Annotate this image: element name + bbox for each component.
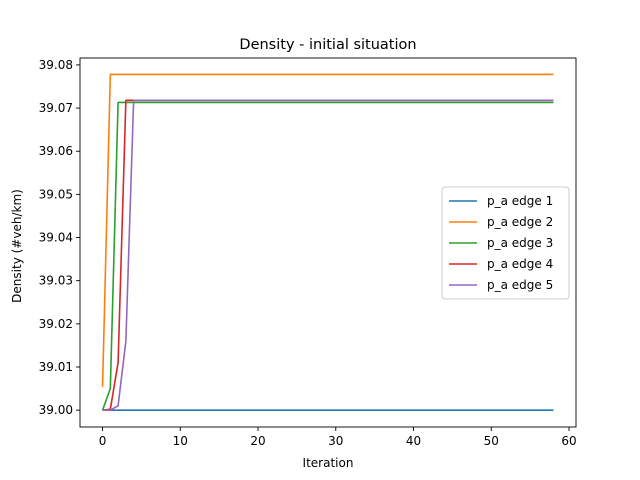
y-axis: 39.00 39.01 39.02 39.03 39.04 39.05 39.06 39.07… [39,58,80,417]
x-tick-label: 60 [561,434,576,448]
x-axis: 0 10 20 30 40 50 60 [99,427,577,448]
x-tick-label: 20 [250,434,265,448]
legend-box [441,186,570,300]
legend-entry: p_a edge 1 [487,194,553,208]
legend-entry: p_a edge 5 [487,278,553,292]
y-tick-label: 39.07 [39,101,73,115]
y-tick-label: 39.00 [39,403,73,417]
chart-title: Density - initial situation [239,37,416,53]
y-tick-label: 39.01 [39,360,73,374]
legend-entry: p_a edge 3 [487,236,553,250]
series-line-edge-5 [102,99,554,411]
y-tick-label: 39.08 [39,58,73,72]
x-tick-label: 40 [406,434,421,448]
plot-frame [79,57,577,428]
y-tick-label: 39.02 [39,317,73,331]
x-tick-label: 0 [99,434,107,448]
x-tick-label: 30 [328,434,343,448]
y-tick-label: 39.05 [39,187,73,201]
x-tick-label: 10 [173,434,188,448]
legend-entry: p_a edge 2 [487,215,553,229]
series-line-edge-2 [101,73,554,387]
series-line-edge-3 [101,101,554,411]
series-layer [101,73,554,411]
y-tick-label: 39.06 [39,144,73,158]
x-axis-label: Iteration [303,456,354,470]
y-tick-label: 39.04 [39,231,73,245]
legend-entry: p_a edge 4 [487,257,553,271]
x-tick-label: 50 [484,434,499,448]
legend: p_a edge 1 p_a edge 2 p_a edge 3 p_a edge 4… [441,186,570,300]
y-tick-label: 39.03 [39,274,73,288]
y-axis-label: Density (#veh/km) [10,189,24,303]
